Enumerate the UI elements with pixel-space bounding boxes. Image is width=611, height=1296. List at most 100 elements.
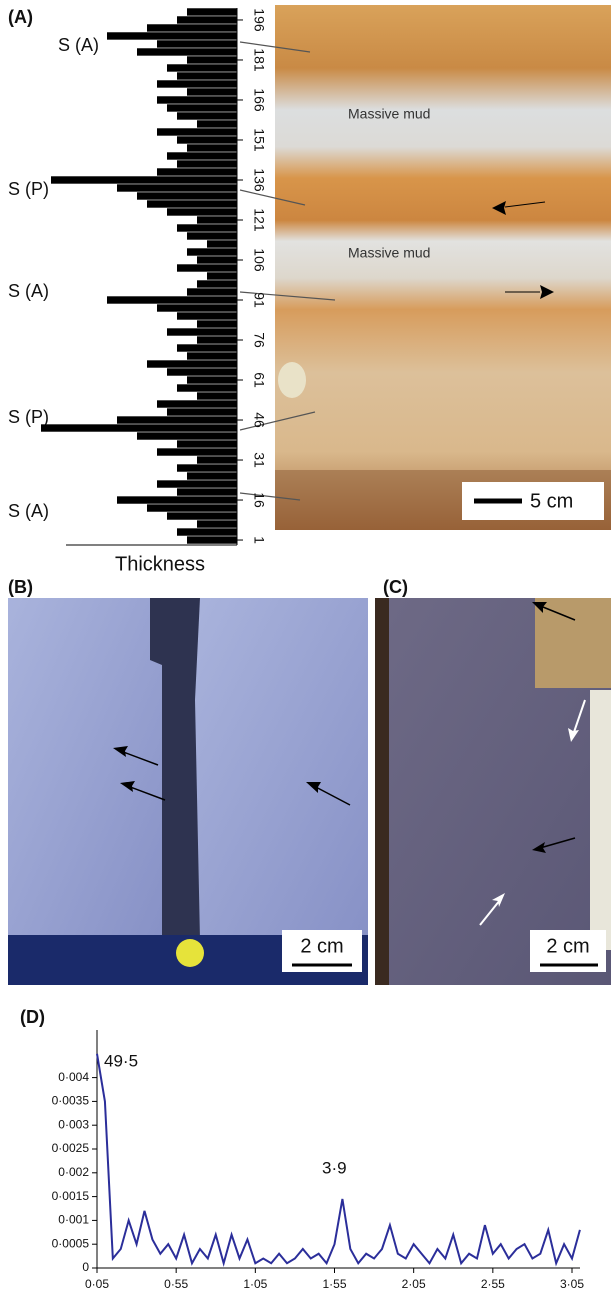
scale-label: 2 cm [300, 935, 343, 957]
x-tick-label: 0·05 [85, 1277, 109, 1291]
x-tick-label: 3·05 [560, 1277, 584, 1291]
bar [187, 536, 237, 543]
bar [207, 272, 237, 279]
y-tick-label: 0·0005 [52, 1236, 90, 1250]
bar [167, 408, 237, 415]
bar [197, 520, 237, 527]
bar [187, 8, 237, 15]
annotation: S (A) [58, 35, 99, 55]
bar [187, 288, 237, 295]
figure: 5 cm Massive mud Massive mud (A) S (A) S… [0, 0, 611, 1296]
bar [197, 320, 237, 327]
bar [177, 16, 237, 23]
annotation: 49·5 [104, 1051, 138, 1070]
y-tick-label: 0·003 [58, 1117, 89, 1131]
y-tick-label: 16 [251, 492, 267, 508]
x-tick-label: 1·05 [243, 1277, 267, 1291]
bar [177, 344, 237, 351]
bar [187, 144, 237, 151]
panel-label: (A) [8, 7, 33, 27]
photo-annotation: Massive mud [348, 245, 430, 261]
annotation: S (A) [8, 281, 49, 301]
bar [177, 112, 237, 119]
bar [187, 248, 237, 255]
bar [157, 304, 237, 311]
y-tick-label: 46 [251, 412, 267, 428]
bar [187, 376, 237, 383]
bar [177, 528, 237, 535]
bar [117, 184, 237, 191]
bar [51, 176, 237, 183]
photo-c: 2 cm [375, 598, 611, 985]
bar [177, 488, 237, 495]
panel-label: (B) [8, 577, 33, 597]
bar [41, 424, 237, 431]
annotation: 3·9 [322, 1158, 347, 1177]
bar [117, 416, 237, 423]
x-axis-label: Thickness [115, 553, 205, 575]
y-tick-label: 0·001 [58, 1213, 89, 1227]
bar [167, 512, 237, 519]
y-tick-label: 0·0025 [52, 1141, 90, 1155]
bar [167, 104, 237, 111]
y-tick-label: 151 [251, 128, 267, 152]
bar [107, 32, 237, 39]
y-tick-label: 0·002 [58, 1165, 89, 1179]
bar [147, 360, 237, 367]
bar [177, 264, 237, 271]
bar [157, 480, 237, 487]
bar [157, 96, 237, 103]
bar [177, 72, 237, 79]
bar [147, 504, 237, 511]
y-tick-label: 0·004 [58, 1070, 89, 1084]
bar [147, 200, 237, 207]
y-tick-label: 1 [251, 536, 267, 544]
y-tick-label: 181 [251, 48, 267, 72]
y-tick-label: 166 [251, 88, 267, 112]
y-tick-label: 61 [251, 372, 267, 388]
bar [177, 440, 237, 447]
bar [167, 64, 237, 71]
bar [107, 296, 237, 303]
x-tick-label: 2·55 [481, 1277, 505, 1291]
bar [157, 128, 237, 135]
bar [187, 56, 237, 63]
y-tick-label: 0 [82, 1260, 89, 1274]
bar [197, 216, 237, 223]
bar [137, 192, 237, 199]
y-tick-label: 91 [251, 292, 267, 308]
bar [157, 168, 237, 175]
bar [177, 464, 237, 471]
bar [197, 256, 237, 263]
bar [137, 432, 237, 439]
bar [177, 224, 237, 231]
bar [137, 48, 237, 55]
bar [197, 392, 237, 399]
y-tick-label: 0·0035 [52, 1094, 90, 1108]
photo-b: 2 cm [8, 598, 368, 985]
bar [197, 280, 237, 287]
photo-a: 5 cm Massive mud Massive mud [275, 5, 611, 530]
bar [167, 208, 237, 215]
bar [187, 352, 237, 359]
bar [157, 448, 237, 455]
bar [197, 120, 237, 127]
bar [187, 232, 237, 239]
annotation: S (P) [8, 179, 49, 199]
bar [177, 136, 237, 143]
bar [187, 88, 237, 95]
panel-label: (C) [383, 577, 408, 597]
scale-label: 5 cm [530, 490, 573, 512]
y-tick-label: 121 [251, 208, 267, 232]
bar [147, 24, 237, 31]
y-tick-label: 106 [251, 248, 267, 272]
bar [157, 40, 237, 47]
annotation: S (P) [8, 407, 49, 427]
x-tick-label: 0·55 [164, 1277, 188, 1291]
y-tick-label: 136 [251, 168, 267, 192]
bar [197, 456, 237, 463]
photo-annotation: Massive mud [348, 106, 430, 122]
y-tick-label: 31 [251, 452, 267, 468]
bar [207, 240, 237, 247]
bar [177, 160, 237, 167]
